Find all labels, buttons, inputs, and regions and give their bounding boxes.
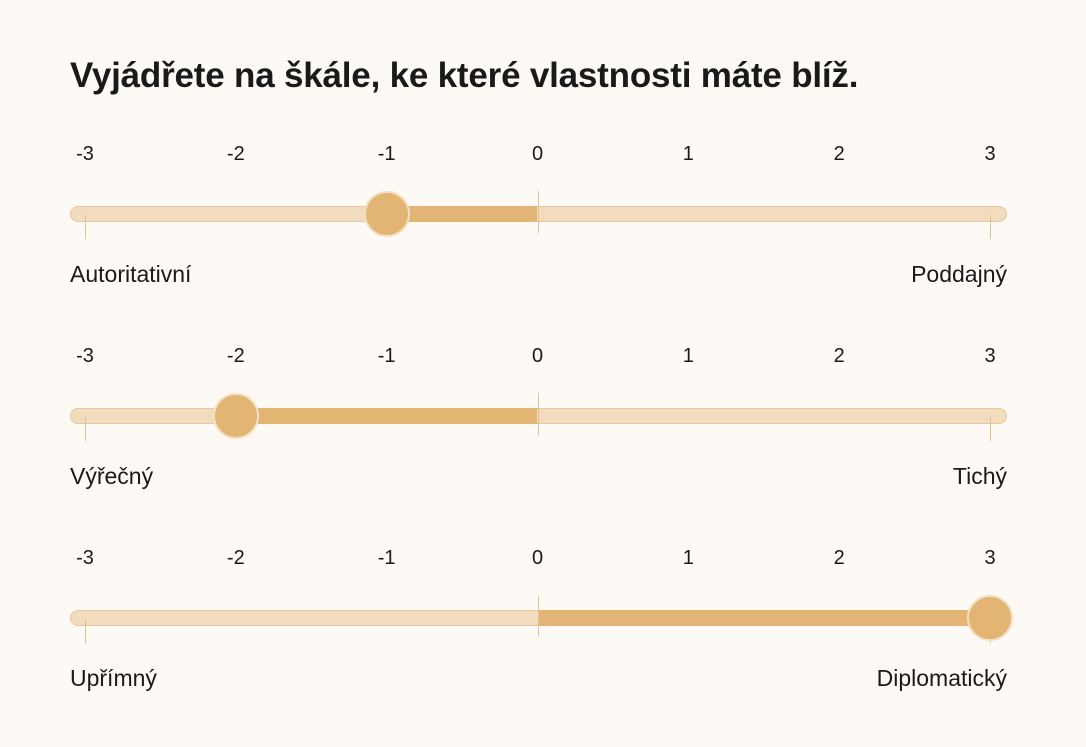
right-end-tick xyxy=(990,215,991,239)
tick-label: 3 xyxy=(984,547,996,569)
slider-thumb[interactable] xyxy=(363,191,410,237)
left-end-tick xyxy=(85,417,86,441)
scale-2: -3 -2 -1 0 1 2 3 Výřečný Tichý xyxy=(70,345,1007,495)
right-trait-label: Tichý xyxy=(952,463,1007,489)
tick-label: 2 xyxy=(833,345,845,367)
tick-label: -2 xyxy=(226,345,245,367)
tick-label: -3 xyxy=(76,345,94,367)
page-title: Vyjádřete na škále, ke které vlastnosti … xyxy=(70,56,859,95)
slider-1[interactable] xyxy=(70,191,1007,243)
left-trait-label: Výřečný xyxy=(70,463,154,489)
tick-label: 3 xyxy=(984,143,996,165)
slider-fill xyxy=(386,206,538,222)
tick-label: -2 xyxy=(226,143,245,165)
zero-marker xyxy=(537,393,539,435)
tick-labels: -3 -2 -1 0 1 2 3 xyxy=(70,345,1007,371)
tick-label: -1 xyxy=(377,345,396,367)
left-trait-label: Autoritativní xyxy=(70,261,192,287)
tick-label: -1 xyxy=(377,143,396,165)
tick-label: 3 xyxy=(984,345,996,367)
slider-track[interactable] xyxy=(70,206,1007,222)
slider-fill xyxy=(537,610,990,626)
slider-thumb[interactable] xyxy=(967,595,1013,641)
tick-label: 1 xyxy=(682,547,694,569)
slider-thumb[interactable] xyxy=(212,393,259,439)
left-end-tick xyxy=(85,215,86,239)
zero-marker xyxy=(537,191,539,233)
left-trait-label: Upřímný xyxy=(70,665,157,691)
tick-label: -1 xyxy=(377,547,396,569)
right-trait-label: Poddajný xyxy=(911,261,1007,287)
slider-2[interactable] xyxy=(70,393,1007,445)
tick-label: -3 xyxy=(76,143,94,165)
tick-label: 0 xyxy=(531,547,544,569)
slider-fill xyxy=(235,408,538,424)
tick-label: 0 xyxy=(531,345,544,367)
tick-labels: -3 -2 -1 0 1 2 3 xyxy=(70,143,1007,169)
right-end-tick xyxy=(990,417,991,441)
tick-label: 2 xyxy=(833,143,845,165)
right-trait-label: Diplomatický xyxy=(876,665,1007,691)
tick-labels: -3 -2 -1 0 1 2 3 xyxy=(70,547,1007,573)
tick-label: 1 xyxy=(682,345,694,367)
scale-1: -3 -2 -1 0 1 2 3 Autoritativní Poddajný xyxy=(70,143,1007,293)
zero-marker xyxy=(537,595,539,637)
tick-label: -2 xyxy=(226,547,245,569)
slider-3[interactable] xyxy=(70,595,1013,647)
tick-label: 1 xyxy=(682,143,694,165)
left-end-tick xyxy=(85,619,86,643)
tick-label: -3 xyxy=(76,547,94,569)
tick-label: 2 xyxy=(833,547,845,569)
tick-label: 0 xyxy=(531,143,544,165)
scale-3: -3 -2 -1 0 1 2 3 Upřímný Diplomatický xyxy=(70,547,1013,697)
slider-track[interactable] xyxy=(70,408,1007,424)
